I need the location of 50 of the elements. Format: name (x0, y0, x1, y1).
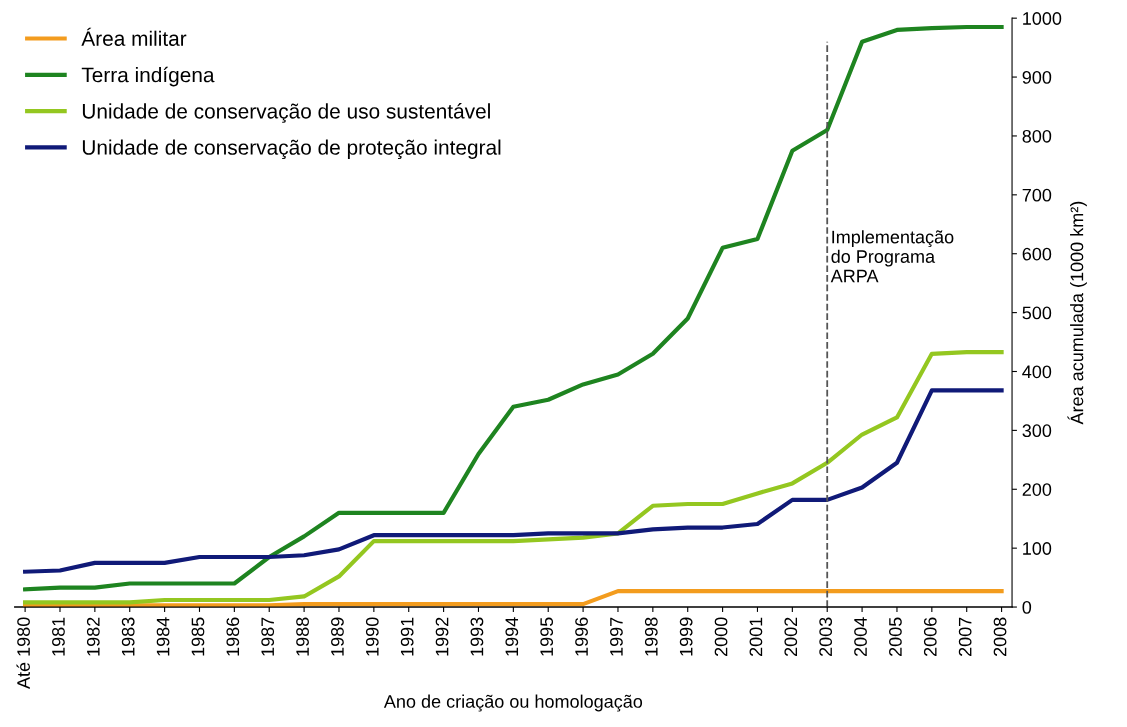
legend-label: Unidade de conservação de uso sustentável (82, 103, 490, 123)
x-tick-label: 2001 (749, 617, 763, 657)
x-tick-label: 1988 (296, 617, 309, 656)
y2-tick-label: 1000 (1023, 12, 1062, 25)
x-tick-label: 2004 (854, 617, 867, 657)
x-tick-label: 2007 (958, 617, 972, 657)
x-tick-label: 1989 (331, 617, 344, 656)
x-tick-label: 1983 (121, 617, 135, 656)
x-tick-label: 1991 (400, 617, 414, 656)
x-tick-label: 1993 (470, 617, 484, 656)
x-tick-label: 1990 (365, 617, 379, 656)
y2-tick-label: 900 (1022, 71, 1052, 84)
y2-tick-label: 700 (1022, 188, 1052, 202)
y2-tick-label: 500 (1022, 306, 1052, 320)
x-tick-label: 1985 (191, 617, 205, 656)
y2-tick-label: 800 (1022, 129, 1052, 143)
y2-tick-label: 600 (1022, 247, 1052, 261)
y2-tick-label: 400 (1022, 365, 1052, 379)
x-tick-label: 1981 (52, 617, 65, 656)
x-tick-label: 2005 (889, 617, 902, 657)
x-tick-label: 2002 (784, 617, 798, 657)
y2-axis-title: Área acumulada (1000 km²) (1067, 201, 1087, 425)
x-tick-label: 1992 (435, 617, 449, 656)
x-axis-title: Ano de criação ou homologação (383, 694, 643, 712)
line-series (23, 24, 1004, 592)
y2-tick-label: 100 (1023, 542, 1052, 555)
x-tick-label: 2006 (923, 617, 937, 657)
legend-label: Terra indígena (81, 66, 215, 87)
legend-label: Unidade de conservação de proteção integral (82, 139, 501, 160)
x-tick-label: 1997 (610, 617, 623, 656)
x-tick-label: 2008 (993, 617, 1007, 657)
legend-label: Área militar (81, 27, 187, 46)
x-tick-label: 1998 (644, 617, 658, 656)
x-tick-label: 1982 (86, 617, 100, 656)
y2-tick-label: 300 (1022, 424, 1052, 438)
x-tick-label: 2000 (714, 617, 728, 657)
x-tick-label: Até 1980 (16, 617, 30, 690)
ref-line-label: Implementação do Programa ARPA (830, 230, 954, 283)
line-series (23, 388, 1004, 574)
x-tick-label: 1995 (540, 617, 554, 656)
y2-tick-label: 200 (1022, 483, 1052, 496)
x-tick-label: 1987 (261, 617, 275, 656)
x-tick-label: 2003 (819, 617, 833, 657)
x-tick-label: 1986 (226, 617, 240, 656)
x-tick-label: 1999 (679, 617, 693, 656)
line-series (23, 349, 1004, 605)
y2-tick-label: 0 (1022, 600, 1032, 614)
x-tick-label: 1984 (156, 617, 170, 656)
x-tick-label: 1996 (575, 617, 588, 656)
x-tick-label: 1994 (505, 617, 519, 656)
